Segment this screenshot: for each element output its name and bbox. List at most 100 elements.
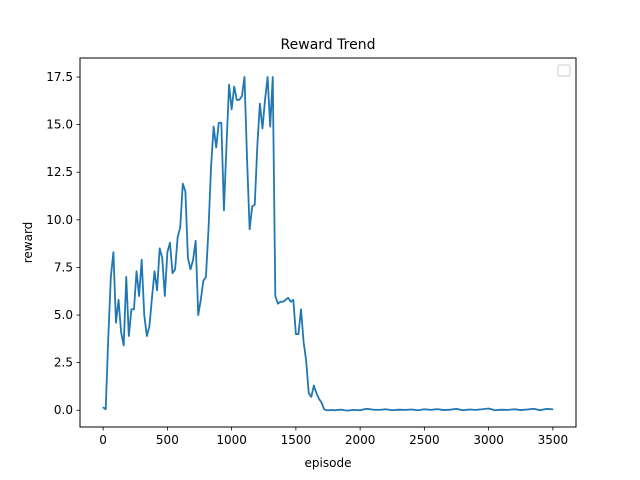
data-point — [236, 99, 238, 101]
data-point — [513, 408, 515, 410]
data-point — [164, 295, 166, 297]
data-point — [300, 308, 302, 310]
x-tick-label: 2000 — [345, 433, 376, 447]
data-point — [231, 108, 233, 111]
data-point — [494, 409, 496, 411]
legend-box — [557, 64, 571, 77]
data-point — [223, 209, 225, 211]
data-point — [507, 409, 509, 411]
data-point — [225, 144, 228, 147]
x-tick-label: 1500 — [281, 433, 312, 447]
data-point — [333, 409, 336, 411]
data-point — [243, 76, 246, 78]
data-point — [552, 408, 554, 410]
data-point — [187, 257, 189, 259]
data-point — [192, 259, 194, 261]
data-point — [290, 301, 292, 303]
data-point — [359, 409, 361, 411]
data-point — [398, 409, 400, 411]
data-point — [326, 409, 328, 411]
data-point — [430, 409, 432, 411]
data-point — [207, 228, 210, 230]
data-point — [308, 392, 310, 394]
data-point — [135, 270, 138, 272]
data-point — [256, 144, 258, 147]
data-point — [215, 146, 217, 149]
x-tick-label: 3500 — [538, 433, 569, 447]
data-point — [391, 409, 393, 411]
data-point — [202, 280, 204, 282]
data-point — [297, 333, 300, 335]
data-point — [282, 301, 284, 303]
data-point — [274, 295, 276, 297]
data-point — [385, 408, 387, 410]
x-tick-label: 3000 — [473, 433, 504, 447]
data-point — [107, 337, 109, 339]
data-point — [182, 183, 184, 185]
x-tick-label: 1000 — [216, 433, 247, 447]
data-point — [520, 409, 522, 411]
data-point — [500, 409, 503, 411]
data-point — [331, 409, 333, 411]
data-point — [468, 408, 470, 411]
data-point — [120, 331, 122, 333]
data-point — [153, 270, 156, 272]
data-point — [105, 408, 107, 410]
y-tick-label: 0.0 — [54, 403, 73, 417]
data-point — [353, 409, 355, 411]
data-point — [213, 125, 215, 128]
y-axis-label: reward — [21, 222, 35, 264]
data-point — [169, 242, 171, 244]
data-point — [220, 122, 222, 124]
x-tick-label: 2500 — [409, 433, 440, 447]
data-point — [249, 228, 251, 230]
data-point — [218, 122, 220, 124]
data-point — [443, 409, 445, 411]
data-point — [254, 204, 256, 206]
data-point — [302, 341, 305, 343]
plot-area — [102, 76, 554, 412]
data-point — [315, 392, 318, 394]
x-tick-label: 500 — [156, 433, 179, 447]
data-point — [205, 276, 207, 278]
data-point — [277, 303, 279, 305]
plot-frame — [79, 57, 577, 428]
y-tick-label: 17.5 — [46, 70, 73, 84]
data-point — [481, 408, 483, 410]
line-points — [102, 76, 554, 412]
data-point — [123, 344, 125, 347]
x-tick-label: 0 — [99, 433, 107, 447]
data-point — [125, 276, 127, 278]
data-point — [210, 165, 212, 168]
data-point — [171, 272, 174, 274]
data-point — [179, 226, 181, 229]
data-point — [310, 396, 312, 398]
data-point — [378, 409, 380, 411]
data-point — [151, 297, 153, 299]
data-point — [241, 95, 243, 97]
data-point — [228, 84, 230, 86]
x-axis-ticks: 0 500 1000 1500 2000 2500 3000 3500 — [99, 427, 568, 447]
data-point — [146, 335, 148, 337]
data-point — [233, 85, 235, 88]
data-point — [295, 333, 297, 335]
data-point — [112, 251, 115, 253]
data-point — [279, 301, 282, 303]
chart-title: Reward Trend — [281, 37, 376, 53]
data-point — [156, 289, 158, 291]
data-point — [143, 314, 145, 316]
y-axis-ticks: 0.0 2.5 5.0 7.5 10.0 12.5 15.0 17.5 — [46, 70, 80, 417]
data-point — [189, 268, 192, 270]
x-axis-label: episode — [305, 456, 352, 470]
data-point — [526, 408, 528, 411]
data-point — [246, 158, 248, 160]
data-point — [533, 408, 535, 410]
data-point — [117, 299, 120, 301]
data-point — [323, 408, 325, 410]
data-point — [161, 257, 163, 259]
data-point — [130, 308, 132, 310]
data-point — [200, 299, 202, 301]
data-point — [251, 205, 253, 208]
data-point — [148, 325, 150, 328]
